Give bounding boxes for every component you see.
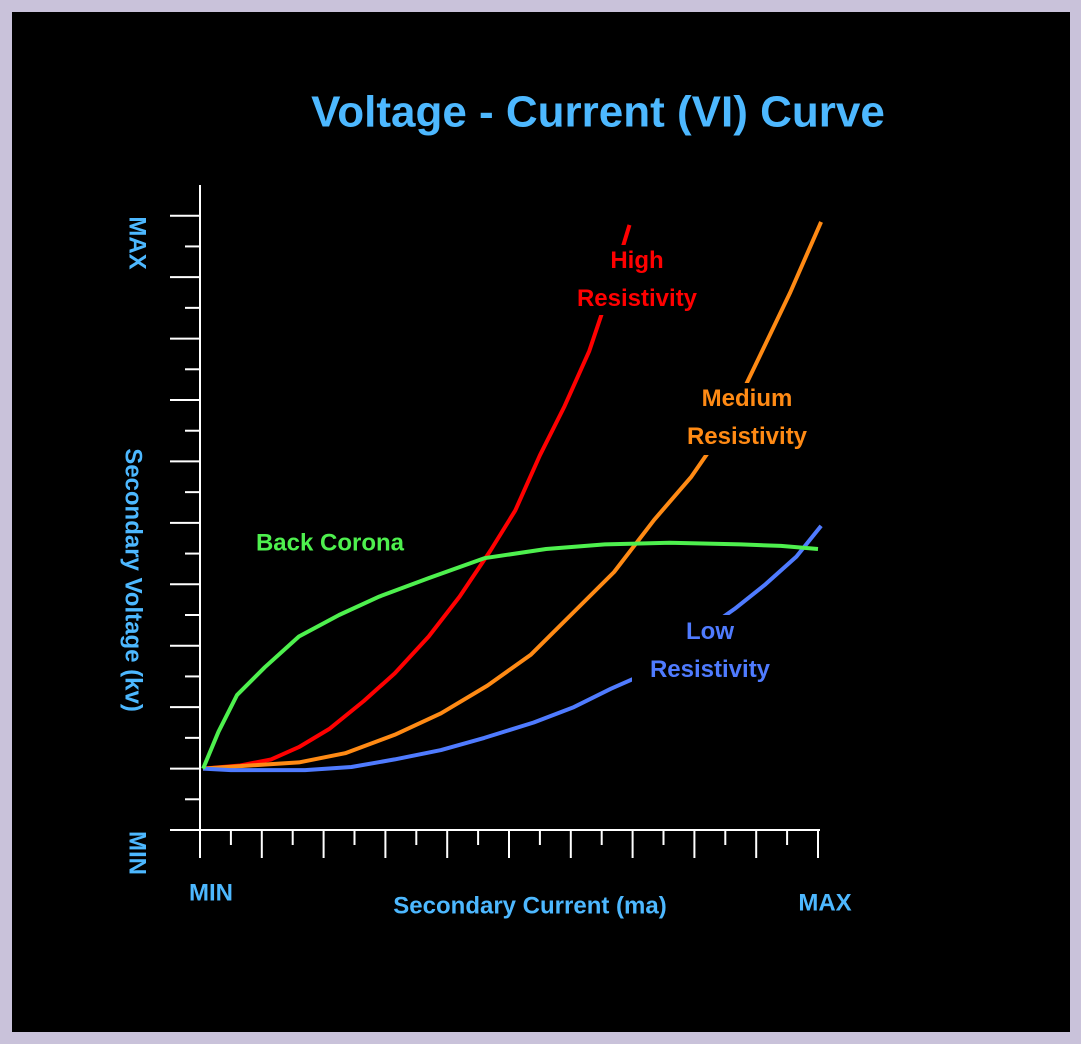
chart-title: Voltage - Current (VI) Curve [311, 88, 885, 137]
series-label: High Resistivity [577, 247, 698, 312]
line-series [201, 540, 819, 770]
y-max-label: MAX [124, 216, 151, 269]
line-series [202, 224, 632, 771]
label-background [668, 383, 828, 455]
line-series [202, 524, 823, 773]
label-background [562, 245, 722, 315]
x-min-label: MIN [189, 879, 233, 906]
x-max-label: MAX [798, 889, 851, 916]
label-background [632, 615, 792, 687]
series-label: Low Resistivity [650, 618, 771, 683]
series-label: Back Corona [256, 529, 405, 556]
y-axis-label: Secondary Voltage (kv) [120, 448, 147, 712]
series-label: Medium Resistivity [687, 385, 808, 450]
x-axis-label: Secondary Current (ma) [393, 892, 666, 919]
y-min-label: MIN [124, 831, 151, 875]
